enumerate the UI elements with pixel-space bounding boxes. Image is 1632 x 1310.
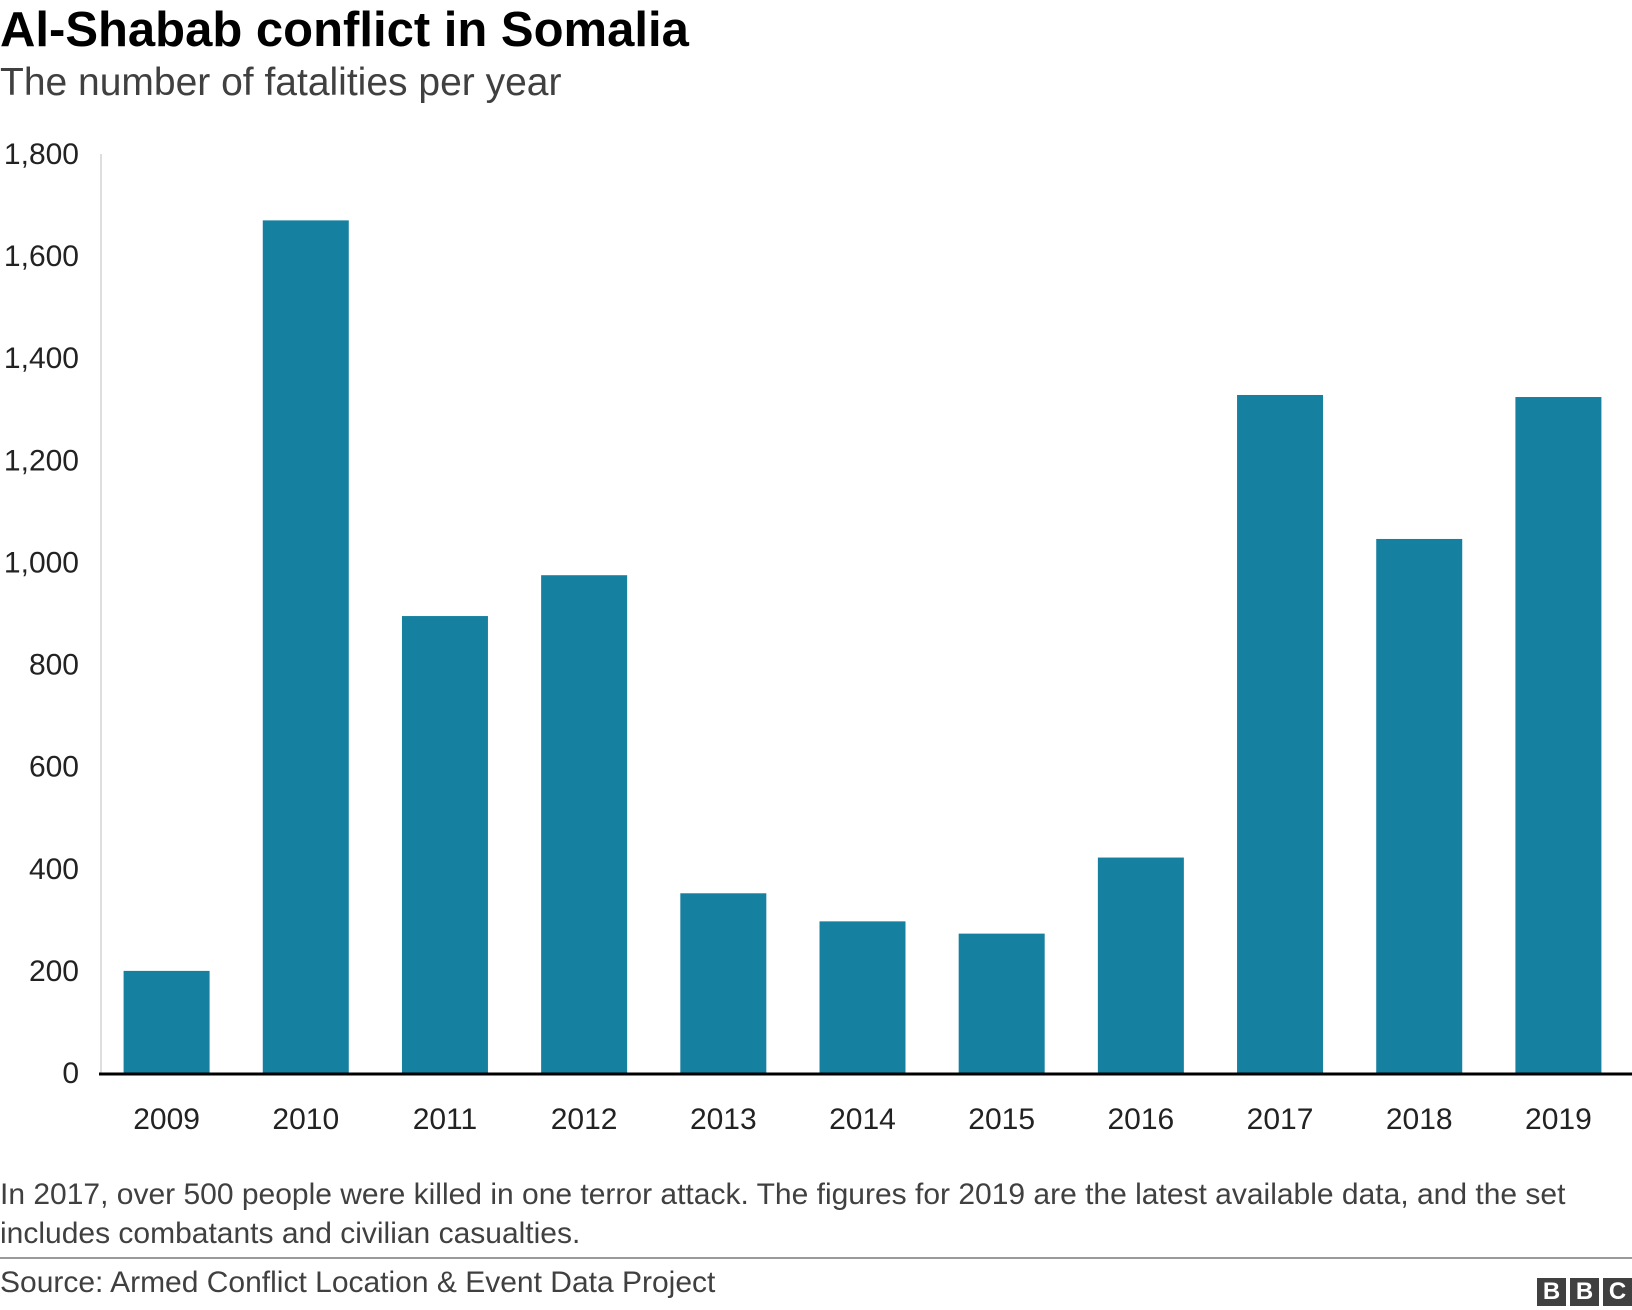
bar <box>401 616 488 1073</box>
bar <box>123 970 210 1073</box>
y-tick-label: 400 <box>29 853 79 886</box>
y-tick-label: 1,200 <box>4 444 79 477</box>
y-tick-label: 1,600 <box>4 240 79 273</box>
x-tick-label: 2017 <box>1247 1103 1314 1136</box>
x-tick-label: 2013 <box>690 1103 757 1136</box>
x-tick-label: 2015 <box>968 1103 1035 1136</box>
source-text: Source: Armed Conflict Location & Event … <box>0 1266 716 1299</box>
bar <box>819 921 906 1073</box>
page-title: Al-Shabab conflict in Somalia <box>0 3 689 57</box>
y-tick-label: 200 <box>29 955 79 988</box>
x-tick-label: 2019 <box>1525 1103 1592 1136</box>
y-tick-label: 600 <box>29 751 79 784</box>
chart-note: In 2017, over 500 people were killed in … <box>0 1178 1566 1250</box>
bar-chart: 0 200 400 600 800 1,000 1,200 1,400 1,600 1,800 20… <box>4 138 1632 1136</box>
bar <box>958 933 1045 1073</box>
x-tick-label: 2009 <box>133 1103 200 1136</box>
bbc-logo-letter: C <box>1603 1278 1632 1306</box>
x-tick-label: 2010 <box>272 1103 339 1136</box>
bbc-logo: B B C <box>1537 1278 1632 1306</box>
bbc-logo-letter: B <box>1570 1278 1599 1306</box>
bbc-logo-letter: B <box>1537 1278 1566 1306</box>
page-subtitle: The number of fatalities per year <box>0 61 562 104</box>
y-tick-label: 1,000 <box>4 546 79 579</box>
y-tick-label: 0 <box>62 1057 79 1090</box>
bar <box>680 893 767 1073</box>
x-tick-label: 2012 <box>551 1103 618 1136</box>
bar <box>1376 538 1463 1073</box>
x-tick-label: 2016 <box>1107 1103 1174 1136</box>
bar <box>1097 857 1184 1073</box>
y-tick-label: 800 <box>29 649 79 682</box>
bar <box>541 575 628 1073</box>
bar <box>262 220 349 1074</box>
x-tick-label: 2014 <box>829 1103 896 1136</box>
x-tick-label: 2011 <box>413 1103 478 1136</box>
x-tick-label: 2018 <box>1386 1103 1453 1136</box>
bar <box>1515 397 1602 1074</box>
y-tick-label: 1,800 <box>4 138 79 171</box>
footer-divider <box>0 1257 1632 1259</box>
y-tick-label: 1,400 <box>4 342 79 375</box>
bar <box>1237 394 1324 1074</box>
